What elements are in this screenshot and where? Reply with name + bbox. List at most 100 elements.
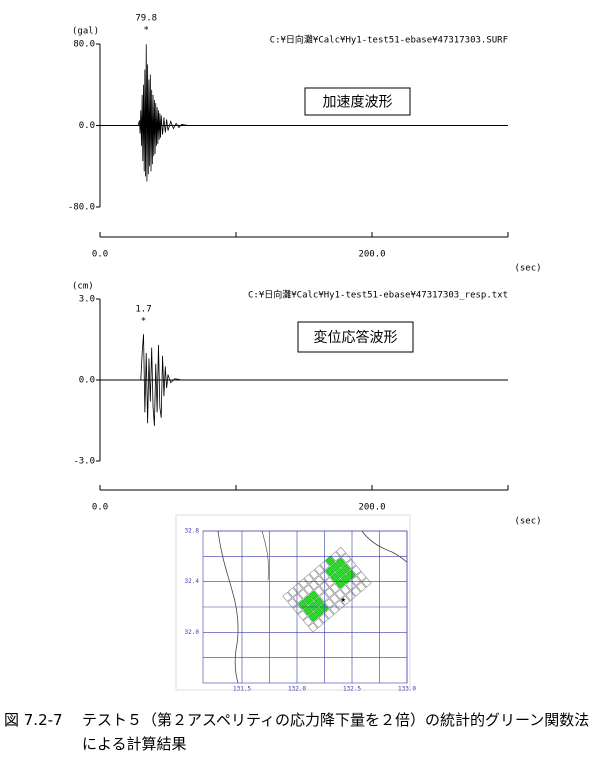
x-tick-label: 133.0 xyxy=(398,686,416,693)
fault-cell xyxy=(345,591,356,601)
y-axis-label: (gal) xyxy=(72,27,99,37)
y-tick-label: 32.8 xyxy=(185,528,200,535)
waveform xyxy=(100,334,508,426)
asperity-cell xyxy=(308,611,319,622)
y-axis-label: (cm) xyxy=(72,282,94,292)
wave-title: 変位応答波形 xyxy=(314,329,398,346)
y-tick-label: 32.4 xyxy=(185,578,200,585)
fault-cell xyxy=(303,584,314,595)
fault-cell xyxy=(351,586,361,597)
fault-cell xyxy=(314,586,324,597)
x-tick-label: 132.0 xyxy=(288,686,306,693)
fault-cell xyxy=(336,546,346,557)
fault-cell xyxy=(356,571,367,582)
asperity-cell xyxy=(330,562,341,572)
fault-cell xyxy=(345,580,356,591)
fault-cell xyxy=(351,565,362,576)
fault-cell xyxy=(329,593,340,604)
fault-cell xyxy=(351,575,362,586)
peak-value: 79.8 xyxy=(135,14,157,24)
fault-cell xyxy=(324,609,335,619)
figure: 80.0 0.0 -80.0 (gal) C:¥日向灘¥Calc¥Hy1-test51-… xyxy=(68,14,542,693)
x-tick-label: 131.5 xyxy=(233,686,251,693)
waveform xyxy=(100,44,508,182)
caption-label: 図 7.2-7 xyxy=(4,711,63,729)
title-box xyxy=(297,321,414,353)
asperity-cell xyxy=(330,572,341,583)
y-tick-label: -80.0 xyxy=(68,203,95,213)
x-tick-label: 200.0 xyxy=(358,250,385,260)
title-box xyxy=(304,87,411,116)
asperity-cell xyxy=(340,563,351,574)
x-tick-label: 132.5 xyxy=(343,686,361,693)
asperity-cell xyxy=(303,595,314,606)
fault-cell xyxy=(361,577,372,588)
asperity-cell xyxy=(325,555,336,566)
fault-cell xyxy=(287,598,298,608)
fault-cell xyxy=(293,582,303,593)
fault-cell xyxy=(356,582,367,592)
asperity-cell xyxy=(335,568,346,579)
fault-cell xyxy=(297,610,308,621)
x-axis-label: (sec) xyxy=(514,517,541,527)
fault-cell xyxy=(319,560,330,571)
fault-cell xyxy=(308,622,318,633)
fault-cell xyxy=(309,580,319,590)
fault-cell xyxy=(324,587,335,598)
fault-cell xyxy=(319,571,330,581)
x-tick-label: 200.0 xyxy=(358,503,385,513)
source-path: C:¥日向灘¥Calc¥Hy1-test51-ebase¥47317303.SU… xyxy=(270,34,508,46)
wave-title: 加速度波形 xyxy=(323,95,393,111)
y-tick-label: 0.0 xyxy=(79,121,95,131)
x-axis-label: (sec) xyxy=(514,264,541,274)
asperity-cell xyxy=(335,557,346,568)
fault-cell xyxy=(314,564,325,575)
fault-cell xyxy=(298,589,309,599)
fault-cell xyxy=(335,589,345,600)
epicenter: ★ xyxy=(340,595,346,605)
y-tick-label: 80.0 xyxy=(73,40,95,50)
fault-cell xyxy=(330,551,341,562)
peak-value: 1.7 xyxy=(135,305,151,315)
fault-cell xyxy=(319,592,330,603)
fault-model xyxy=(282,546,372,633)
y-tick-label: 32.0 xyxy=(185,629,200,636)
fault-cell xyxy=(313,618,324,628)
caption-text: テスト５（第２アスペリティの応力降下量を２倍）の統計的グリーン関数法による計算結… xyxy=(82,711,590,753)
fault-cell xyxy=(292,593,303,604)
map-frame xyxy=(175,514,411,691)
fault-cell xyxy=(324,598,335,609)
y-tick-label: 0.0 xyxy=(79,376,95,386)
coastline xyxy=(261,530,269,581)
source-path: C:¥日向灘¥Calc¥Hy1-test51-ebase¥47317303_re… xyxy=(248,289,508,301)
fault-cell xyxy=(318,613,329,624)
fault-cell xyxy=(282,591,293,602)
fault-cell xyxy=(309,569,320,580)
x-tick-label: 0.0 xyxy=(92,250,108,260)
coastline xyxy=(361,530,408,563)
fault-cell xyxy=(287,587,298,598)
asperity-cell xyxy=(313,607,324,618)
coastline xyxy=(217,530,239,684)
x-tick-label: 0.0 xyxy=(92,503,108,513)
asperity-cell xyxy=(308,601,319,612)
peak-star: * xyxy=(144,26,149,36)
peak-star: * xyxy=(141,317,146,327)
fault-cell xyxy=(340,595,351,606)
asperity-cell xyxy=(319,602,329,613)
fault-cell xyxy=(314,575,325,586)
asperity-cell xyxy=(303,605,313,616)
fault-cell xyxy=(324,577,335,588)
fault-cell xyxy=(319,581,330,592)
caption: 図 7.2-7 テスト５（第２アスペリティの応力降下量を２倍）の統計的グリーン関… xyxy=(4,708,594,756)
asperity-cell xyxy=(346,569,356,580)
fault-cell xyxy=(330,583,340,594)
fault-cell xyxy=(302,616,313,627)
y-tick-label: -3.0 xyxy=(73,457,95,467)
asperity-cell xyxy=(308,590,319,601)
asperity-cell xyxy=(325,566,335,577)
asperity-cell xyxy=(313,596,324,607)
fault-cell xyxy=(346,559,357,570)
fault-cell xyxy=(340,584,351,595)
